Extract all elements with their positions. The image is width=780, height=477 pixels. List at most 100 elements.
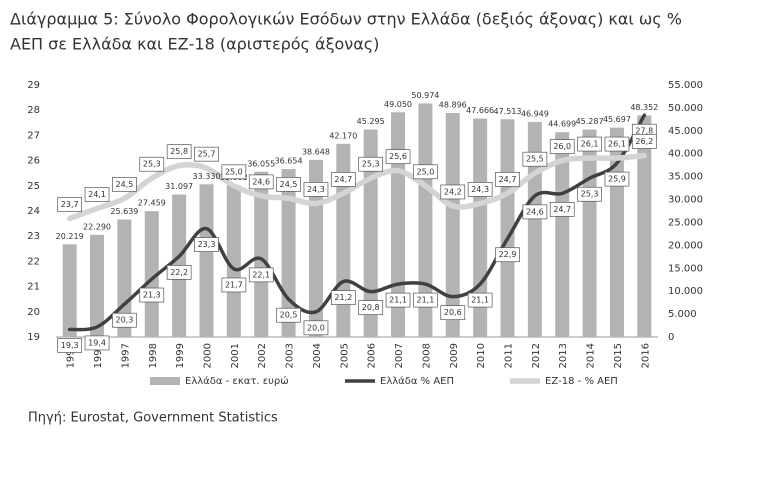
- line-value-label: 24,3: [471, 185, 489, 194]
- value-label-box: [57, 197, 83, 212]
- value-label-box: [57, 338, 83, 353]
- line-value-label: 25,3: [143, 160, 161, 169]
- line-value-label: 21,3: [143, 291, 161, 300]
- bar-value-label: 33.330: [193, 172, 221, 181]
- bar-value-label: 27.459: [138, 199, 166, 208]
- value-label-box: [604, 171, 630, 187]
- bar-value-label: 36.055: [247, 159, 275, 168]
- bar: [637, 115, 652, 337]
- value-label-box: [631, 134, 657, 149]
- x-tick-label: 2015: [613, 343, 624, 368]
- value-label-box: [413, 164, 438, 180]
- value-label-box: [112, 312, 137, 328]
- value-label-box: [84, 335, 110, 351]
- legend-label: ΕΖ-18 - % ΑΕΠ: [545, 376, 618, 387]
- line-value-label: 20,0: [307, 323, 325, 332]
- bar-value-label: 48.352: [630, 103, 658, 112]
- line-value-label: 25,3: [362, 160, 380, 169]
- bar: [90, 234, 105, 337]
- value-label-box: [495, 172, 520, 187]
- bar-value-label: 50.974: [411, 91, 439, 100]
- bar: [226, 185, 241, 337]
- line-value-label: 22,9: [499, 250, 517, 259]
- line-value-label: 25,7: [198, 150, 216, 159]
- y-tick-label: 19: [27, 332, 40, 343]
- y-tick-label: 24: [27, 206, 40, 217]
- legend-label: Ελλάδα % ΑΕΠ: [380, 375, 454, 387]
- bar-value-label: 22.290: [83, 222, 111, 231]
- line-value-label: 25,0: [417, 167, 435, 176]
- line-value-label: 26,1: [608, 140, 626, 149]
- x-tick-label: 2009: [449, 343, 460, 368]
- y-tick-label: 21: [27, 282, 40, 293]
- x-tick-label: 2011: [504, 343, 515, 368]
- bar-value-label: 45.287: [576, 117, 604, 126]
- x-tick-label: 2004: [312, 343, 323, 368]
- line-value-label: 21,1: [417, 296, 435, 305]
- line-value-label: 24,7: [499, 175, 517, 184]
- bar-value-label: 20.219: [56, 232, 84, 241]
- y2-tick-label: 50.000: [668, 103, 703, 114]
- x-tick-label: 2003: [285, 343, 296, 368]
- x-tick-label: 2005: [339, 343, 350, 368]
- bar: [254, 171, 269, 337]
- value-label-box: [221, 164, 247, 180]
- y-tick-label: 26: [27, 156, 40, 167]
- y-tick-label: 23: [27, 231, 40, 242]
- line-value-label: 23,7: [61, 200, 79, 209]
- y2-tick-label: 15.000: [668, 263, 703, 274]
- value-label-box: [440, 305, 466, 321]
- value-label-box: [112, 177, 137, 192]
- x-tick-label: 2012: [531, 343, 542, 368]
- bar-value-label: 42.170: [329, 131, 357, 140]
- line-value-label: 20,6: [444, 308, 462, 317]
- bar: [62, 244, 77, 337]
- y-tick-label: 22: [27, 256, 40, 267]
- line-value-label: 26,2: [635, 137, 653, 146]
- y2-tick-label: 30.000: [668, 195, 703, 206]
- bar: [555, 132, 570, 337]
- value-label-box: [522, 204, 548, 220]
- line-value-label: 22,1: [252, 270, 270, 279]
- line-value-label: 21,1: [471, 296, 489, 305]
- x-tick-label: 2000: [203, 343, 214, 368]
- line-value-label: 25,5: [526, 155, 544, 164]
- value-label-box: [276, 177, 301, 192]
- value-label-box: [248, 267, 274, 283]
- bar-value-label: 47.513: [494, 107, 522, 116]
- value-label-box: [194, 146, 219, 162]
- bar-value-label: 36.654: [275, 157, 303, 166]
- bar-value-label: 49.050: [384, 100, 412, 109]
- value-label-box: [440, 184, 466, 200]
- value-label-box: [330, 172, 356, 187]
- y-tick-label: 27: [27, 130, 40, 141]
- x-tick-label: 2001: [230, 343, 241, 368]
- y2-tick-label: 40.000: [668, 149, 703, 160]
- value-label-box: [139, 287, 165, 303]
- value-label-box: [166, 144, 192, 159]
- line-value-label: 26,1: [581, 140, 599, 149]
- y-tick-label: 25: [27, 181, 40, 192]
- y2-tick-label: 25.000: [668, 217, 703, 228]
- y2-tick-label: 5.000: [668, 309, 697, 320]
- bar-value-label: 46.949: [521, 109, 549, 118]
- line-value-label: 21,1: [389, 296, 407, 305]
- y-tick-label: 28: [27, 105, 40, 116]
- bar: [199, 184, 214, 337]
- line-value-label: 24,1: [88, 190, 106, 199]
- line-value-label: 19,4: [88, 338, 106, 347]
- line-value-label: 20,8: [362, 303, 380, 312]
- line-value-label: 24,5: [280, 180, 298, 189]
- bar-value-label: 44.699: [548, 120, 576, 129]
- x-tick-label: 1998: [148, 343, 159, 368]
- value-label-box: [549, 139, 575, 154]
- chart-title: ΑΕΠ σε Ελλάδα και ΕΖ-18 (αριστερός άξονα…: [10, 35, 379, 54]
- y2-tick-label: 45.000: [668, 126, 703, 137]
- line: [67, 113, 647, 332]
- y-tick-label: 29: [27, 80, 40, 91]
- value-label-box: [276, 307, 301, 323]
- y2-tick-label: 0: [668, 332, 674, 343]
- x-tick-label: 2013: [558, 343, 569, 368]
- value-label-box: [139, 156, 165, 172]
